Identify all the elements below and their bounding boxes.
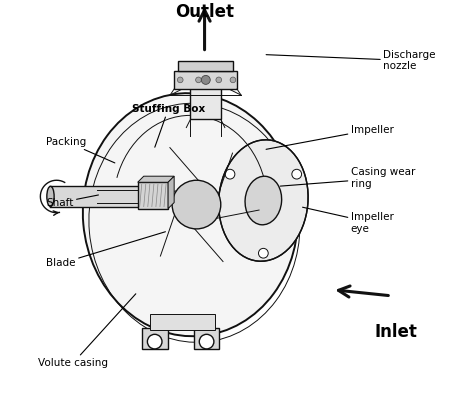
Bar [178,61,233,71]
Polygon shape [142,328,168,348]
Circle shape [201,75,210,84]
Circle shape [199,334,214,349]
Text: Inlet: Inlet [375,323,418,341]
Bar [137,182,168,208]
Text: Stuffing Box: Stuffing Box [132,104,205,147]
Bar [174,71,237,89]
Polygon shape [168,176,174,208]
Circle shape [292,169,301,179]
Ellipse shape [219,140,308,261]
Circle shape [230,77,236,83]
Ellipse shape [47,186,54,206]
Ellipse shape [245,176,282,225]
Bar [191,87,221,120]
Circle shape [225,169,235,179]
Polygon shape [194,328,219,348]
Text: Discharge
nozzle: Discharge nozzle [266,50,436,71]
Text: Packing: Packing [46,137,115,163]
Ellipse shape [83,93,298,336]
Bar [150,314,215,330]
Text: Blade: Blade [46,232,165,268]
Text: Impeller: Impeller [266,124,393,149]
Text: Casing wear
ring: Casing wear ring [280,167,415,189]
Circle shape [147,334,162,349]
Text: Shaft: Shaft [46,195,99,208]
Circle shape [196,77,201,83]
Circle shape [172,180,221,229]
Text: Impeller
eye: Impeller eye [302,207,393,234]
Circle shape [177,77,183,83]
Text: Volute casing: Volute casing [38,294,136,368]
Circle shape [216,77,221,83]
Circle shape [258,248,268,258]
Bar [51,186,156,206]
Polygon shape [137,176,174,182]
Text: Outlet: Outlet [175,3,234,21]
